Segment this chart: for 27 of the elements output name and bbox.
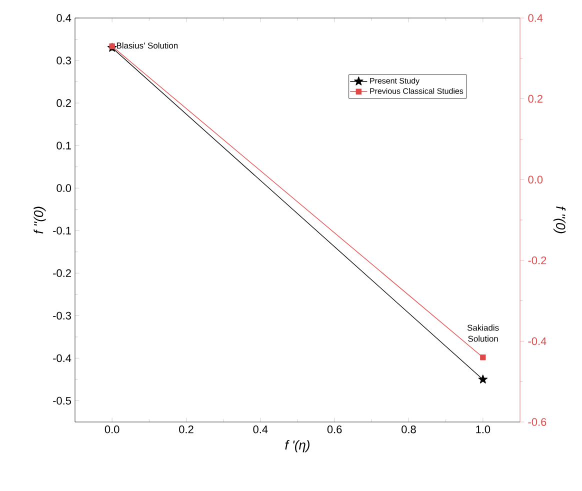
y-tick-label: -0.3 bbox=[53, 312, 71, 320]
y-tick-label: 0.2 bbox=[56, 99, 71, 107]
y2-tick-label: -0.2 bbox=[528, 256, 546, 264]
x-tick-label: 1.0 bbox=[476, 426, 490, 434]
x-tick-label: 0.6 bbox=[327, 426, 342, 434]
y-axis-title: f ''(0) bbox=[34, 206, 46, 234]
y2-tick-label: -0.6 bbox=[528, 418, 546, 426]
y-tick-label: 0.0 bbox=[56, 184, 72, 192]
y2-tick-label: 0.2 bbox=[528, 94, 542, 103]
y-tick-label: -0.2 bbox=[53, 269, 71, 278]
y2-axis-title: f ''(0) bbox=[553, 206, 566, 234]
y2-tick-label: -0.4 bbox=[528, 337, 546, 346]
y-tick-label: 0.1 bbox=[56, 142, 71, 150]
x-axis-title: f '(η) bbox=[285, 440, 310, 452]
y-tick-label: -0.1 bbox=[53, 226, 71, 235]
x-tick-label: 0.0 bbox=[104, 426, 120, 434]
x-tick-label: 0.4 bbox=[253, 426, 268, 434]
y2-tick-label: 0.0 bbox=[528, 176, 543, 184]
y-tick-label: 0.3 bbox=[56, 56, 71, 64]
x-tick-label: 0.2 bbox=[179, 426, 194, 434]
annotation: Sakiadis Solution bbox=[467, 324, 499, 342]
x-tick-label: 0.8 bbox=[402, 426, 416, 434]
y-tick-label: 0.4 bbox=[56, 14, 72, 22]
y-tick-label: -0.4 bbox=[53, 354, 72, 362]
annotation: Blasius' Solution bbox=[116, 42, 178, 49]
y2-tick-label: 0.4 bbox=[528, 14, 543, 22]
y-tick-label: -0.5 bbox=[53, 396, 72, 405]
